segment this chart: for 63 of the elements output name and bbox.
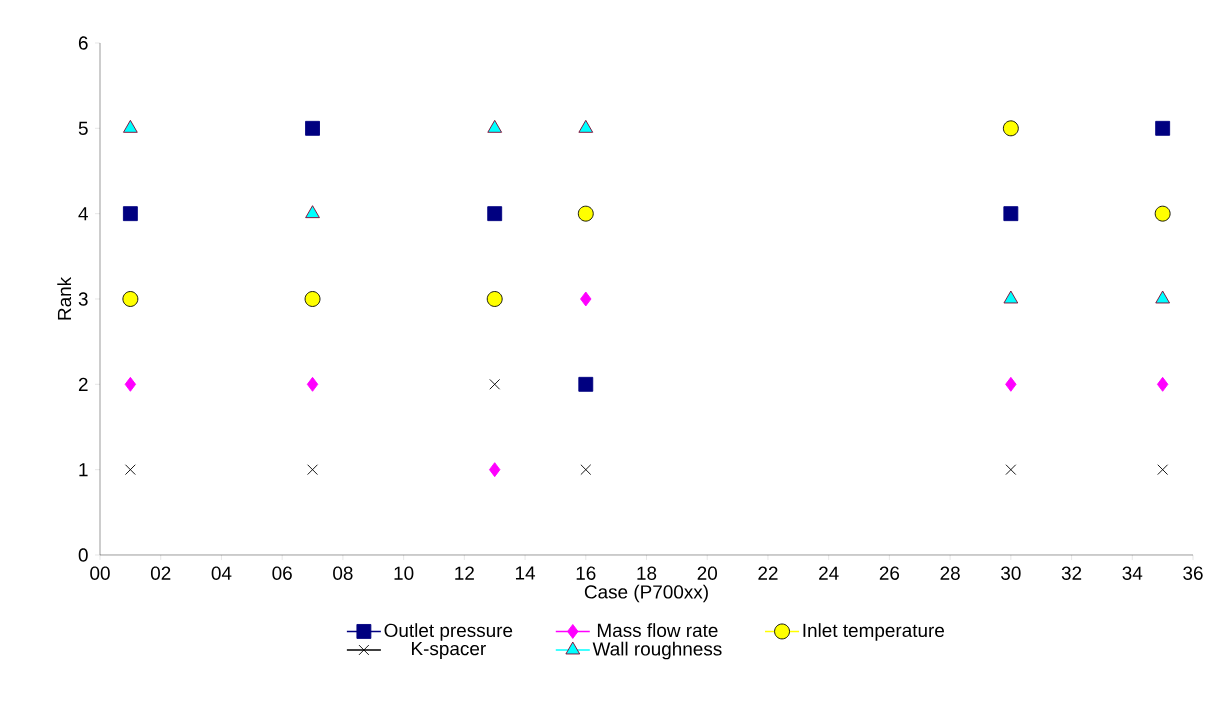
point: [305, 120, 320, 136]
point: [306, 376, 319, 392]
point: [580, 464, 592, 476]
point: [578, 376, 594, 392]
point: [307, 464, 318, 476]
y-tick-label: 6: [78, 36, 88, 50]
point: [124, 376, 137, 392]
x-tick-label: 30: [1001, 566, 1021, 580]
x-tick-label: 20: [697, 566, 718, 580]
point: [122, 206, 138, 222]
point: [487, 206, 503, 222]
y-axis-title: Rank: [57, 276, 72, 320]
point: [489, 378, 501, 390]
point: [1154, 205, 1171, 222]
y-tick-label: 5: [78, 121, 88, 135]
x-tick-label: 12: [455, 566, 474, 580]
legend-label: Outlet pressure: [384, 623, 513, 641]
point: [123, 119, 138, 133]
x-tick-label: 04: [211, 566, 232, 580]
point: [578, 119, 594, 133]
point: [305, 205, 320, 219]
x-tick-label: 28: [940, 566, 960, 580]
y-tick-label: 4: [78, 207, 88, 221]
x-tick-label: 34: [1122, 566, 1143, 580]
y-tick-label: 2: [78, 377, 88, 391]
x-axis-title: Case (P700xx): [584, 584, 708, 603]
point: [577, 205, 594, 222]
x-tick-label: 10: [394, 566, 414, 580]
point: [1155, 120, 1171, 136]
legend-label: Wall roughness: [592, 641, 722, 660]
point: [1002, 120, 1019, 137]
point: [1005, 464, 1017, 476]
point: [580, 291, 592, 307]
point: [304, 291, 321, 307]
x-tick-label: 18: [637, 566, 657, 580]
point: [124, 464, 136, 476]
x-tick-label: 00: [90, 566, 110, 580]
y-tick-label: 0: [78, 548, 88, 562]
legend-label: Inlet temperature: [803, 623, 945, 641]
x-tick-label: 14: [515, 566, 536, 580]
point: [486, 291, 503, 307]
point: [1156, 376, 1169, 392]
point: [1005, 376, 1017, 392]
point: [1157, 464, 1169, 476]
x-tick-label: 22: [758, 566, 778, 580]
point: [1003, 290, 1019, 304]
point: [122, 291, 139, 307]
point: [487, 119, 503, 133]
x-tick-label: 32: [1061, 566, 1082, 580]
x-tick-label: 08: [333, 566, 353, 580]
x-tick-label: 02: [150, 566, 171, 580]
point: [1003, 206, 1019, 222]
point: [1155, 290, 1170, 304]
x-tick-label: 24: [819, 566, 839, 580]
x-tick-label: 36: [1183, 566, 1203, 580]
point: [489, 462, 501, 478]
y-tick-label: 1: [79, 463, 88, 477]
legend-label: Mass flow rate: [597, 623, 718, 638]
x-tick-label: 16: [576, 566, 596, 580]
x-tick-label: 26: [879, 566, 900, 580]
y-tick-label: 3: [78, 292, 88, 306]
x-tick-label: 06: [272, 566, 292, 580]
legend-label: K-spacer: [412, 642, 486, 659]
